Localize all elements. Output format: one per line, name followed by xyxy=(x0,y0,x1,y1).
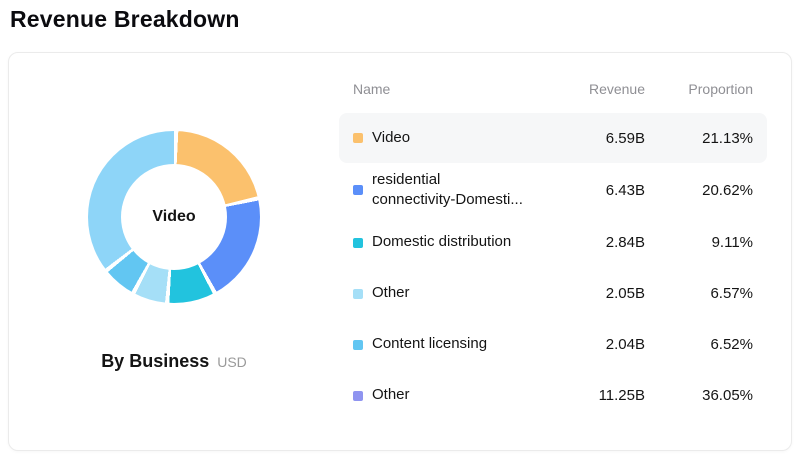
legend-swatch xyxy=(353,288,363,299)
row-proportion: 6.57% xyxy=(710,285,753,302)
row-revenue: 11.25B xyxy=(598,387,645,404)
row-proportion: 21.13% xyxy=(702,129,753,147)
header-name: Name xyxy=(353,81,391,97)
row-revenue: 2.05B xyxy=(605,285,645,302)
row-name: Other xyxy=(372,284,410,302)
row-name: residential connectivity-Domesti... xyxy=(372,171,523,209)
legend-swatch xyxy=(353,339,363,350)
row-revenue: 6.43B xyxy=(605,181,645,199)
revenue-breakdown-card: Video By Business USD Name Revenue Propo… xyxy=(8,52,792,451)
row-proportion: 9.11% xyxy=(711,234,753,251)
row-name: Video xyxy=(372,128,411,146)
donut-hole: Video xyxy=(121,164,227,270)
table-row[interactable]: Other 11.25B 36.05% xyxy=(339,371,767,421)
row-name-cell: Domestic distribution xyxy=(353,232,545,252)
chart-caption-title: By Business xyxy=(101,351,210,371)
table-body: Video 6.59B 21.13% residential connectiv… xyxy=(339,113,767,421)
chart-caption: By Business USD xyxy=(101,351,247,372)
legend-swatch xyxy=(353,185,363,196)
row-revenue: 2.04B xyxy=(605,336,645,353)
table-row[interactable]: Domestic distribution 2.84B 9.11% xyxy=(339,218,767,268)
row-name: Other xyxy=(372,386,410,404)
legend-swatch xyxy=(353,237,363,248)
row-name: Domestic distribution xyxy=(372,233,512,251)
table-header: Name Revenue Proportion xyxy=(339,77,767,113)
header-proportion: Proportion xyxy=(688,81,753,97)
row-name: Content licensing xyxy=(372,335,488,353)
donut-chart[interactable]: Video xyxy=(88,131,260,303)
donut-center-label: Video xyxy=(152,208,196,225)
chart-pane: Video By Business USD xyxy=(9,53,339,450)
header-revenue: Revenue xyxy=(588,81,645,97)
row-name-cell: residential connectivity-Domesti... xyxy=(353,170,545,211)
row-name-cell: Content licensing xyxy=(353,334,545,354)
legend-swatch xyxy=(353,133,363,143)
row-proportion: 20.62% xyxy=(702,181,753,199)
legend-swatch xyxy=(353,390,363,401)
page-title: Revenue Breakdown xyxy=(10,6,240,32)
table-row[interactable]: Other 2.05B 6.57% xyxy=(339,269,767,319)
table-row[interactable]: residential connectivity-Domesti... 6.43… xyxy=(339,164,767,217)
row-revenue: 2.84B xyxy=(605,234,645,251)
table-row[interactable]: Video 6.59B 21.13% xyxy=(339,113,767,163)
row-proportion: 36.05% xyxy=(702,387,753,404)
table-row[interactable]: Content licensing 2.04B 6.52% xyxy=(339,320,767,370)
row-name-cell: Video xyxy=(353,128,545,148)
row-proportion: 6.52% xyxy=(710,336,753,353)
row-name-cell: Other xyxy=(353,385,545,405)
row-name-cell: Other xyxy=(353,283,545,303)
table-pane: Name Revenue Proportion Video 6.59B 21.1… xyxy=(339,53,791,450)
chart-caption-unit: USD xyxy=(217,354,247,370)
row-revenue: 6.59B xyxy=(605,129,645,147)
